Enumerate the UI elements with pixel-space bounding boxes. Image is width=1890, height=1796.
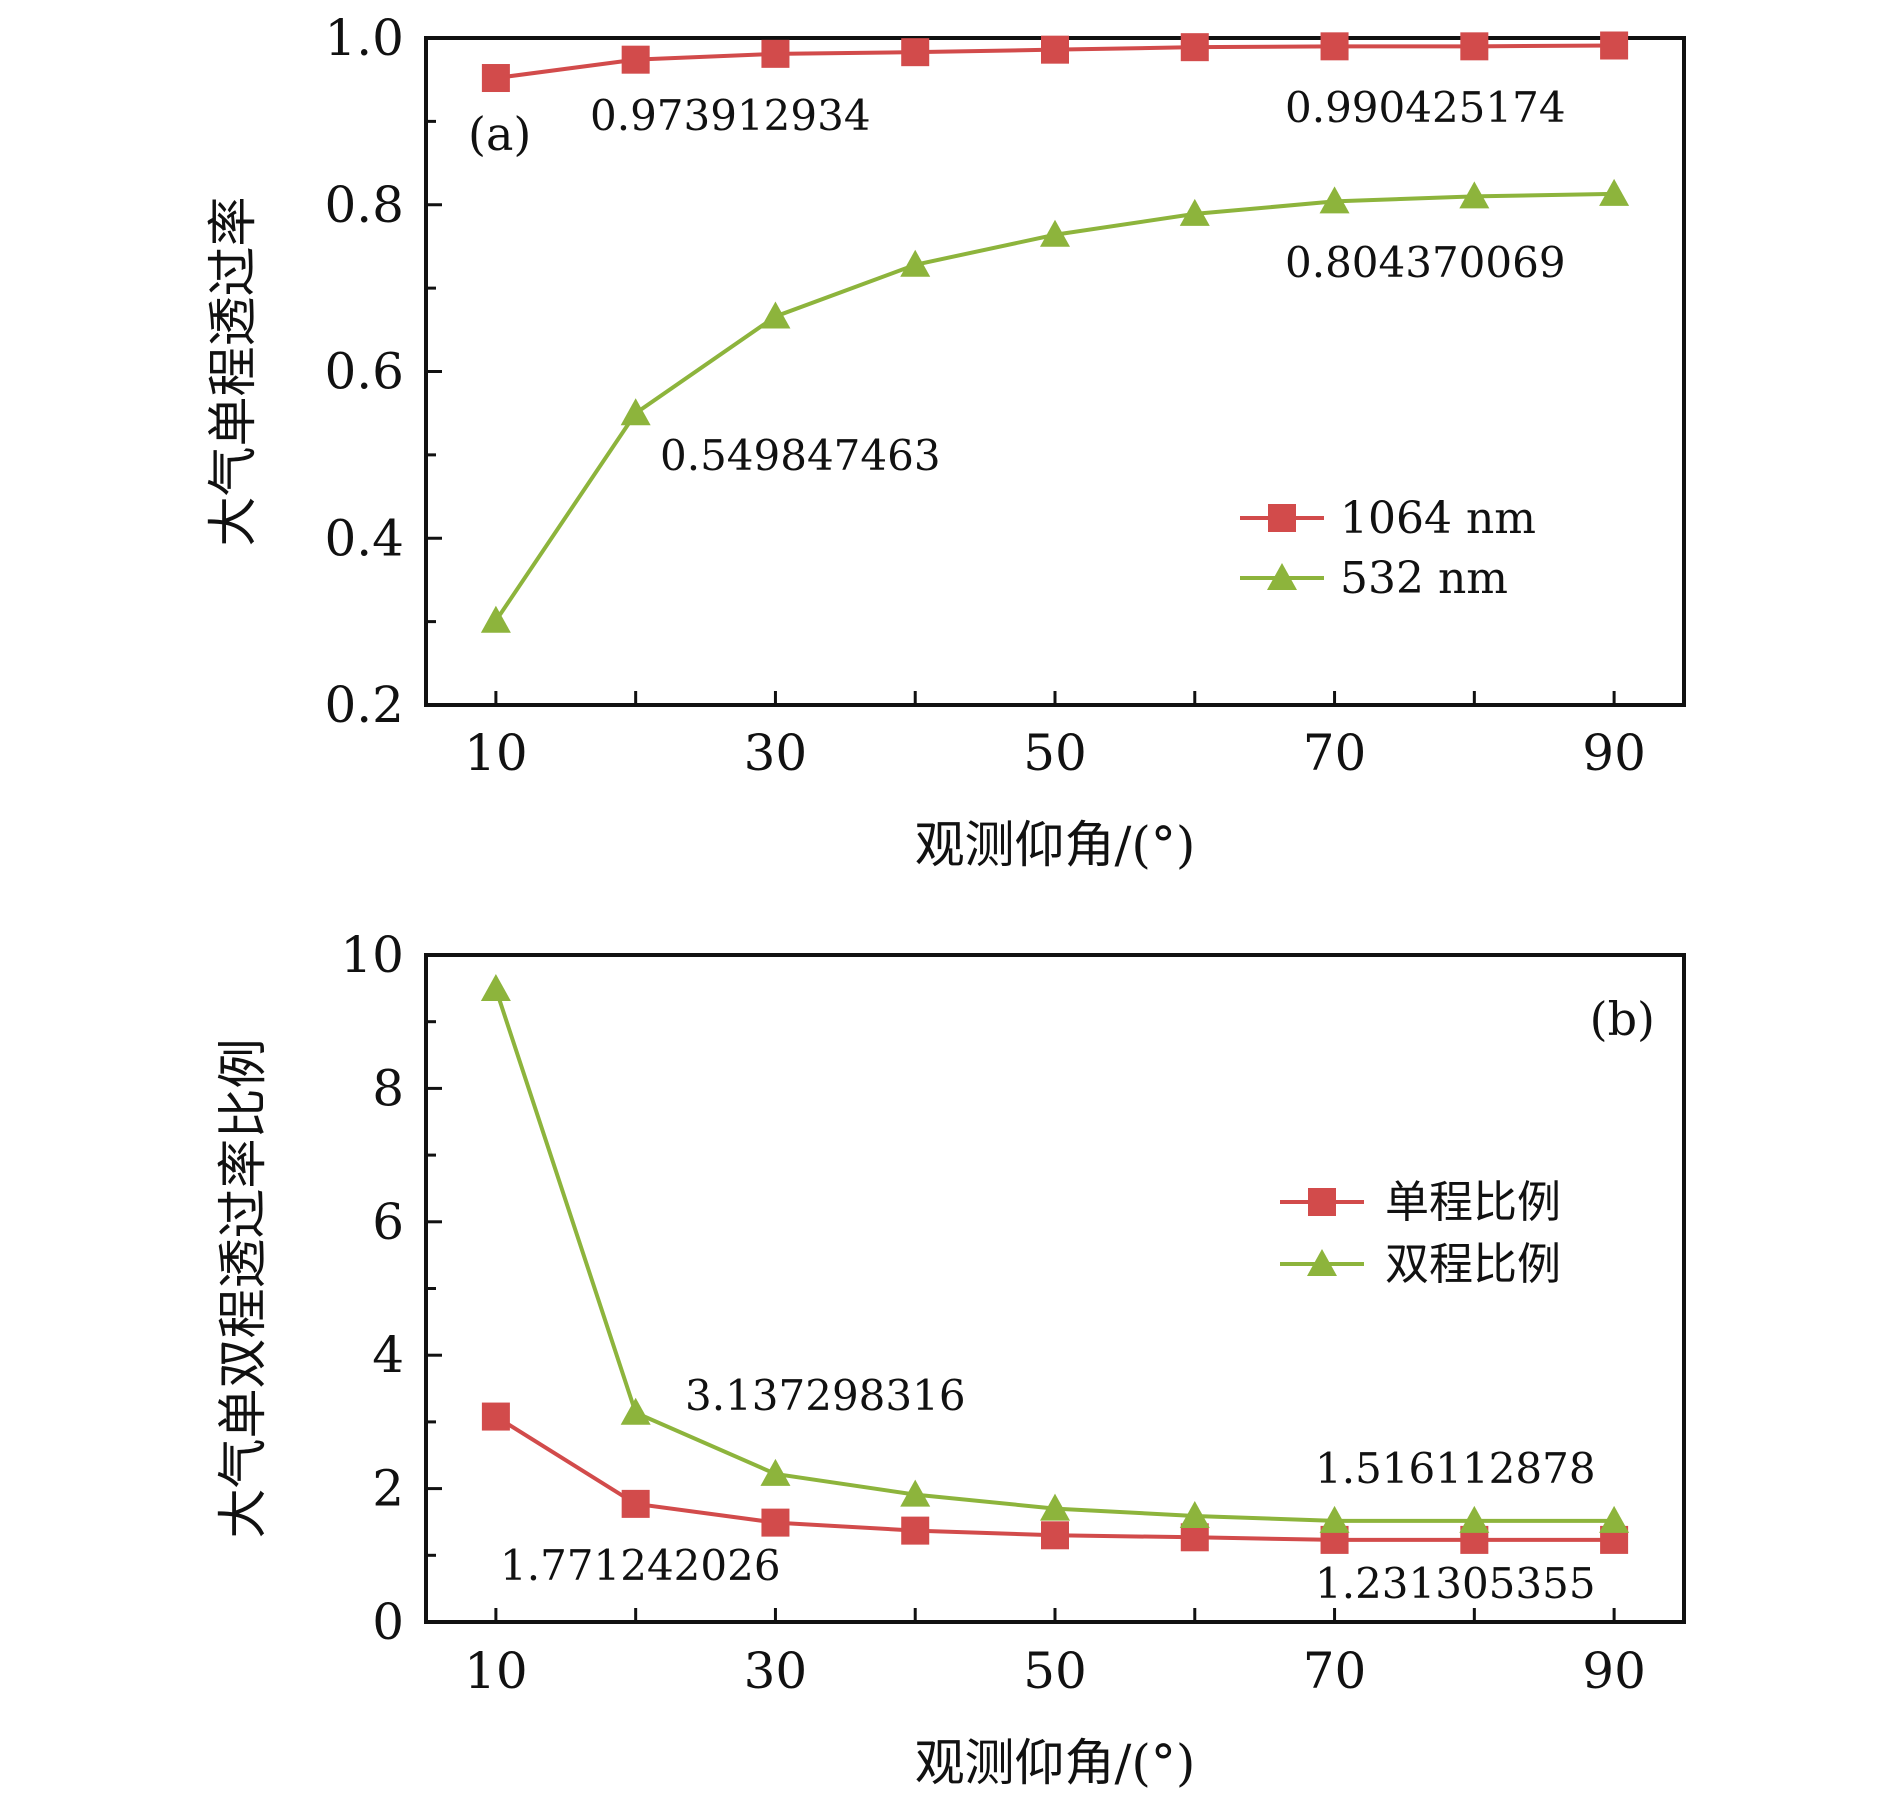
legend-label: 1064 nm — [1340, 493, 1536, 544]
data-point-square — [761, 39, 790, 68]
legend-marker-square — [1268, 504, 1296, 532]
x-tick-label: 10 — [464, 1642, 528, 1700]
y-axis-title: 大气单双程透过率比例 — [214, 1039, 272, 1539]
y-tick-label: 10 — [340, 926, 404, 984]
x-tick-label: 30 — [744, 1642, 808, 1700]
data-point-triangle — [620, 398, 651, 426]
y-axis-title: 大气单程透过率 — [204, 197, 262, 547]
data-point-triangle — [900, 1479, 931, 1507]
legend: 1064 nm 532 nm — [1240, 493, 1536, 604]
data-point-triangle — [1599, 1505, 1630, 1533]
data-annotation: 1.516112878 — [1315, 1444, 1596, 1493]
data-annotation: 0.990425174 — [1285, 83, 1566, 132]
y-tick-label: 1.0 — [324, 9, 404, 67]
data-annotation: 0.804370069 — [1285, 238, 1566, 287]
data-point-triangle — [480, 605, 511, 633]
x-axis-title: 观测仰角/(°) — [915, 1734, 1196, 1792]
y-tick-label: 0.2 — [324, 676, 404, 734]
data-point-triangle — [1319, 186, 1350, 214]
data-point-triangle — [1459, 181, 1490, 209]
data-annotation: 1.231305355 — [1315, 1559, 1596, 1608]
data-point-square — [901, 38, 930, 67]
data-point-square — [1460, 32, 1489, 61]
y-tick-label: 8 — [372, 1059, 404, 1117]
x-tick-label: 70 — [1303, 1642, 1367, 1700]
data-point-square — [1180, 33, 1209, 62]
legend-marker-square — [1308, 1188, 1336, 1216]
x-tick-label: 30 — [744, 724, 808, 782]
y-tick-label: 4 — [372, 1326, 404, 1384]
data-annotation: 0.973912934 — [590, 91, 871, 140]
data-point-triangle — [480, 974, 511, 1002]
x-axis-title: 观测仰角/(°) — [915, 816, 1196, 874]
data-point-square — [621, 1489, 650, 1518]
data-point-square — [621, 45, 650, 74]
data-point-triangle — [1040, 219, 1070, 247]
data-point-triangle — [620, 1397, 651, 1425]
data-point-triangle — [1179, 198, 1210, 226]
data-point-square — [1600, 31, 1629, 60]
y-tick-label: 2 — [372, 1460, 404, 1518]
data-point-triangle — [1459, 1505, 1490, 1533]
data-point-square — [901, 1516, 930, 1545]
x-tick-label: 90 — [1582, 1642, 1646, 1700]
legend-marker-triangle — [1307, 1249, 1337, 1276]
data-point-square — [1041, 35, 1069, 64]
x-tick-label: 10 — [464, 724, 528, 782]
data-point-triangle — [760, 1458, 791, 1486]
y-tick-label: 0 — [372, 1593, 404, 1651]
y-tick-label: 0.8 — [324, 176, 404, 234]
data-point-square — [481, 64, 510, 93]
legend-label: 双程比例 — [1385, 1239, 1561, 1290]
x-tick-label: 50 — [1023, 1642, 1087, 1700]
x-tick-label: 70 — [1303, 724, 1367, 782]
legend-label: 单程比例 — [1385, 1177, 1561, 1228]
data-point-triangle — [900, 249, 931, 277]
data-point-square — [1180, 1523, 1209, 1552]
data-annotation: 3.137298316 — [685, 1371, 966, 1420]
data-point-triangle — [760, 301, 791, 329]
x-tick-label: 90 — [1582, 724, 1646, 782]
data-point-square — [761, 1508, 790, 1537]
y-tick-label: 0.4 — [324, 509, 404, 567]
data-annotation: 1.771242026 — [500, 1541, 781, 1590]
panel-label: (a) — [468, 107, 531, 161]
data-point-square — [481, 1402, 510, 1431]
legend-label: 532 nm — [1340, 553, 1508, 604]
data-point-triangle — [1599, 178, 1630, 206]
panel-label: (b) — [1590, 992, 1655, 1046]
data-point-square — [1320, 32, 1349, 61]
y-tick-label: 0.6 — [324, 343, 404, 401]
data-annotation: 0.549847463 — [660, 431, 941, 480]
chart-panel-a: 10 30 50 70 90 0.2 0.4 0.6 0.8 1.0 观测仰角/(°) 大气单程透过率… — [204, 9, 1686, 874]
data-point-triangle — [1040, 1493, 1070, 1521]
x-tick-label: 50 — [1023, 724, 1087, 782]
data-point-triangle — [1319, 1505, 1350, 1533]
data-point-triangle — [1179, 1500, 1210, 1528]
y-tick-label: 6 — [372, 1193, 404, 1251]
chart-panel-b: 10 30 50 70 90 0 2 4 6 8 10 观测仰角/(°) 大气单双程透过率比例 (b) 3.… — [214, 926, 1686, 1792]
data-point-square — [1041, 1521, 1069, 1550]
legend-marker-triangle — [1267, 563, 1297, 590]
